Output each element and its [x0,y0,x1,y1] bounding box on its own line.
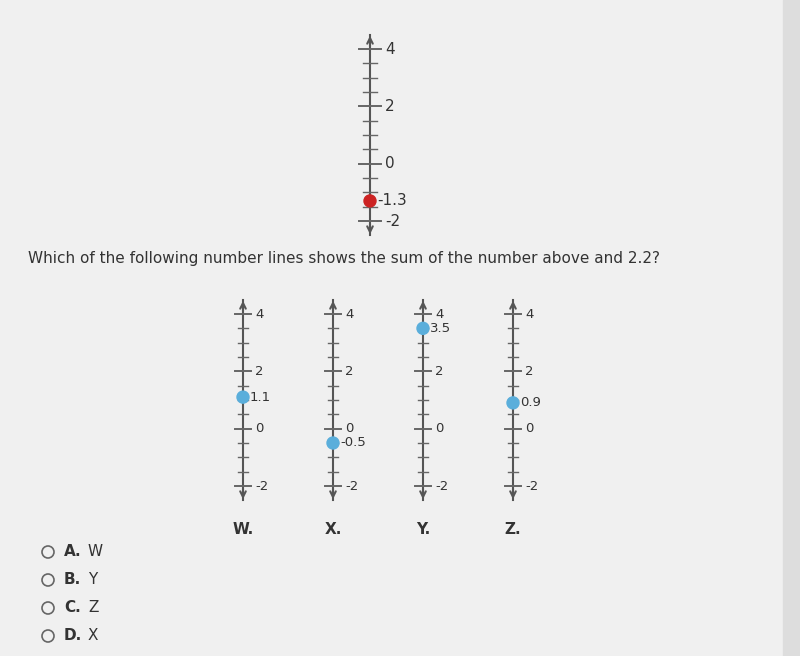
Bar [783,0,800,656]
Text: -1.3: -1.3 [377,194,406,209]
Text: W: W [88,544,103,560]
Text: X.: X. [324,522,342,537]
Text: 2: 2 [435,365,443,378]
Text: 2: 2 [345,365,354,378]
Text: 0: 0 [345,422,354,435]
Text: W.: W. [232,522,254,537]
Text: 4: 4 [345,308,354,321]
Text: 0.9: 0.9 [520,396,541,409]
Text: Z: Z [88,600,98,615]
Text: -0.5: -0.5 [340,436,366,449]
Circle shape [237,391,249,403]
Text: -2: -2 [385,213,400,228]
Text: -2: -2 [435,480,448,493]
Text: Z.: Z. [505,522,522,537]
Text: X: X [88,628,98,644]
Text: D.: D. [64,628,82,644]
Text: C.: C. [64,600,81,615]
Circle shape [417,322,429,335]
Circle shape [364,195,376,207]
Text: 4: 4 [525,308,534,321]
Text: 0: 0 [525,422,534,435]
Text: 0: 0 [255,422,263,435]
Text: Y.: Y. [416,522,430,537]
Text: -2: -2 [345,480,358,493]
Text: 4: 4 [385,41,394,56]
Text: Which of the following number lines shows the sum of the number above and 2.2?: Which of the following number lines show… [28,251,660,266]
Circle shape [507,397,519,409]
Text: Y: Y [88,573,98,588]
Text: 0: 0 [435,422,443,435]
Text: 2: 2 [385,99,394,114]
Text: A.: A. [64,544,82,560]
Text: B.: B. [64,573,82,588]
Text: 4: 4 [435,308,443,321]
Text: -2: -2 [525,480,538,493]
Circle shape [327,437,339,449]
Text: 2: 2 [255,365,263,378]
Text: 3.5: 3.5 [430,322,451,335]
Text: 1.1: 1.1 [250,390,271,403]
Text: 2: 2 [525,365,534,378]
Text: 0: 0 [385,156,394,171]
Text: -2: -2 [255,480,268,493]
Text: 4: 4 [255,308,263,321]
